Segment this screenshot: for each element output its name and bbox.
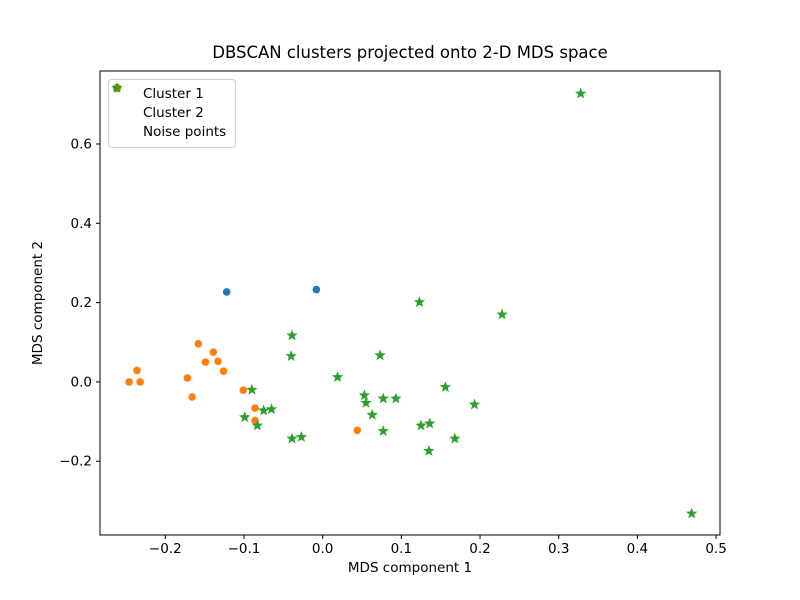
scatter-point-noise-points <box>377 392 389 404</box>
legend-item-noise-points: Noise points <box>109 82 235 142</box>
legend-label: Cluster 1 <box>143 86 204 102</box>
x-tick-label: 0.5 <box>705 541 726 557</box>
scatter-point-cluster-2 <box>209 348 218 356</box>
scatter-point-noise-points <box>360 396 372 408</box>
scatter-point-noise-points <box>246 383 258 395</box>
scatter-point-noise-points <box>374 349 386 361</box>
scatter-point-cluster-2 <box>136 378 144 386</box>
scatter-point-noise-points <box>468 398 481 410</box>
scatter-point-noise-points <box>377 425 389 436</box>
scatter-point-cluster-2 <box>188 393 196 401</box>
scatter-point-noise-points <box>295 431 308 442</box>
scatter-point-noise-points <box>415 419 427 431</box>
scatter-point-noise-points <box>449 432 461 444</box>
x-tick-label: 0.1 <box>391 541 412 557</box>
scatter-point-noise-points <box>265 403 278 415</box>
scatter-point-noise-points <box>251 419 264 431</box>
x-tick-label: 0.3 <box>548 541 569 557</box>
scatter-point-noise-points <box>366 408 378 420</box>
scatter-point-cluster-2 <box>194 340 203 348</box>
y-tick-label: 0.0 <box>71 374 92 390</box>
scatter-point-cluster-2 <box>353 426 362 435</box>
y-tick-label: 0.6 <box>71 136 92 152</box>
x-tick-label: 0.4 <box>627 541 648 557</box>
scatter-point-noise-points <box>685 507 698 519</box>
scatter-point-cluster-2 <box>125 378 133 386</box>
scatter-point-cluster-2 <box>251 404 259 412</box>
scatter-point-noise-points <box>286 432 298 444</box>
scatter-point-noise-points <box>331 371 344 383</box>
x-tick-label: −0.1 <box>228 541 261 557</box>
x-tick-label: 0.2 <box>469 541 490 557</box>
legend-label: Cluster 2 <box>143 105 204 121</box>
x-axis-label: MDS component 1 <box>347 560 473 576</box>
scatter-point-noise-points <box>423 417 436 429</box>
scatter-point-noise-points <box>358 389 371 401</box>
legend-item-cluster-2: Cluster 2 <box>109 83 235 123</box>
scatter-point-noise-points <box>439 381 452 392</box>
star-glyph <box>111 82 123 93</box>
scatter-point-cluster-1 <box>312 285 321 294</box>
scatter-point-noise-points <box>257 404 270 416</box>
y-tick-label: 0.4 <box>71 216 92 232</box>
chart-title: DBSCAN clusters projected onto 2-D MDS s… <box>212 43 608 62</box>
y-tick-label: −0.2 <box>59 454 92 470</box>
x-tick-label: −0.2 <box>149 541 182 557</box>
scatter-point-cluster-2 <box>219 367 228 376</box>
scatter-point-cluster-2 <box>133 366 141 375</box>
y-axis-label: MDS component 2 <box>30 240 46 366</box>
scatter-point-noise-points <box>285 350 297 361</box>
scatter-point-noise-points <box>286 329 298 341</box>
x-tick-label: 0.0 <box>312 541 333 557</box>
scatter-point-cluster-2 <box>214 357 222 366</box>
y-tick-label: 0.2 <box>71 295 92 311</box>
scatter-point-noise-points <box>390 392 402 404</box>
scatter-point-cluster-2 <box>183 374 192 382</box>
star-shape <box>111 82 123 93</box>
legend-label: Noise points <box>143 124 227 140</box>
scatter-point-noise-points <box>496 308 508 320</box>
scatter-point-noise-points <box>239 411 251 423</box>
scatter-point-noise-points <box>575 87 587 99</box>
scatter-point-cluster-2 <box>201 358 210 366</box>
scatter-point-cluster-2 <box>239 386 247 395</box>
scatter-point-noise-points <box>423 444 435 456</box>
scatter-point-cluster-1 <box>222 288 231 296</box>
legend: Cluster 1 Cluster 2 Noise points <box>108 79 236 148</box>
scatter-point-noise-points <box>413 296 426 308</box>
legend-item-cluster-1: Cluster 1 <box>109 83 235 104</box>
